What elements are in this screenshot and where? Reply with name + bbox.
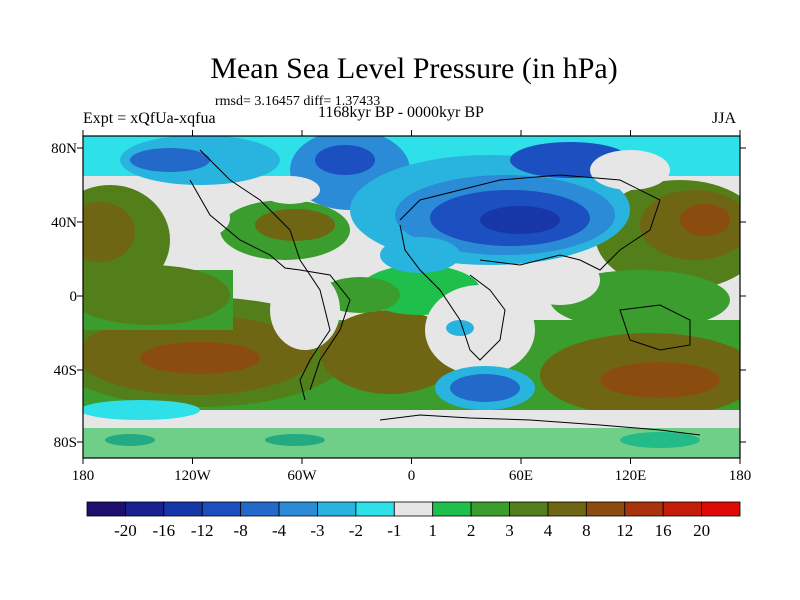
colorbar-swatch bbox=[547, 501, 587, 517]
lon-label: 60W bbox=[287, 468, 317, 484]
lon-label: 180 bbox=[72, 468, 95, 484]
lon-label: 60E bbox=[509, 468, 533, 484]
colorbar-label: 8 bbox=[582, 521, 591, 540]
axes: 80N 40N 0 40S 80S 180 120W 60W 0 60E 120E 180 bbox=[51, 130, 751, 484]
colorbar-label: 12 bbox=[616, 521, 633, 540]
colorbar-label: 1 bbox=[428, 521, 437, 540]
colorbar-label: 4 bbox=[544, 521, 553, 540]
period-label: 1168kyr BP - 0000kyr BP bbox=[318, 104, 484, 121]
colorbar-swatch bbox=[86, 501, 126, 517]
colorbar-swatch bbox=[317, 501, 357, 517]
colorbar-swatch bbox=[662, 501, 702, 517]
colorbar-swatch bbox=[624, 501, 664, 517]
colorbar-swatch bbox=[585, 501, 626, 517]
lon-label: 180 bbox=[729, 468, 752, 484]
northern-lows bbox=[83, 136, 740, 273]
colorbar-swatch bbox=[393, 501, 434, 517]
colorbar-label: -2 bbox=[349, 521, 363, 540]
colorbar-label: 3 bbox=[505, 521, 514, 540]
colorbar-label: -3 bbox=[310, 521, 324, 540]
colorbar-swatch bbox=[125, 501, 165, 517]
colorbar-label: -12 bbox=[191, 521, 214, 540]
southern-lows bbox=[83, 320, 740, 458]
colorbar: -20 -16 -12 -8 -4 -3 -2 -1 1 2 3 4 8 12 16 20 bbox=[86, 501, 741, 540]
colorbar-swatch bbox=[432, 501, 472, 517]
lat-label: 80S bbox=[54, 435, 77, 451]
colorbar-label: 16 bbox=[655, 521, 672, 540]
colorbar-swatch bbox=[278, 501, 318, 517]
colorbar-label: -20 bbox=[114, 521, 137, 540]
lat-label: 0 bbox=[70, 289, 78, 305]
lat-label: 40N bbox=[51, 215, 77, 231]
colorbar-swatch bbox=[509, 501, 549, 517]
colorbar-swatch bbox=[355, 501, 395, 517]
colorbar-swatch bbox=[201, 501, 242, 517]
colorbar-label: -4 bbox=[272, 521, 287, 540]
colorbar-label: 2 bbox=[467, 521, 476, 540]
lon-label: 120E bbox=[615, 468, 647, 484]
colorbar-swatch bbox=[470, 501, 510, 517]
pressure-field bbox=[83, 136, 740, 458]
colorbar-label: 20 bbox=[693, 521, 710, 540]
experiment-label: Expt = xQfUa-xqfua bbox=[83, 110, 216, 127]
colorbar-swatch bbox=[163, 501, 203, 517]
lon-label: 0 bbox=[408, 468, 416, 484]
colorbar-label: -16 bbox=[152, 521, 175, 540]
coastlines bbox=[189, 149, 701, 436]
colorbar-label: -1 bbox=[387, 521, 401, 540]
stats-text: rmsd= 3.16457 diff= 1.37433 bbox=[215, 94, 381, 109]
lat-label: 40S bbox=[54, 363, 77, 379]
colorbar-swatch bbox=[701, 501, 741, 517]
season-label: JJA bbox=[712, 110, 737, 127]
lon-label: 120W bbox=[174, 468, 212, 484]
colorbar-label: -8 bbox=[234, 521, 248, 540]
colorbar-swatch bbox=[240, 501, 280, 517]
lat-label: 80N bbox=[51, 141, 77, 157]
map-title: Mean Sea Level Pressure (in hPa) bbox=[210, 52, 618, 85]
